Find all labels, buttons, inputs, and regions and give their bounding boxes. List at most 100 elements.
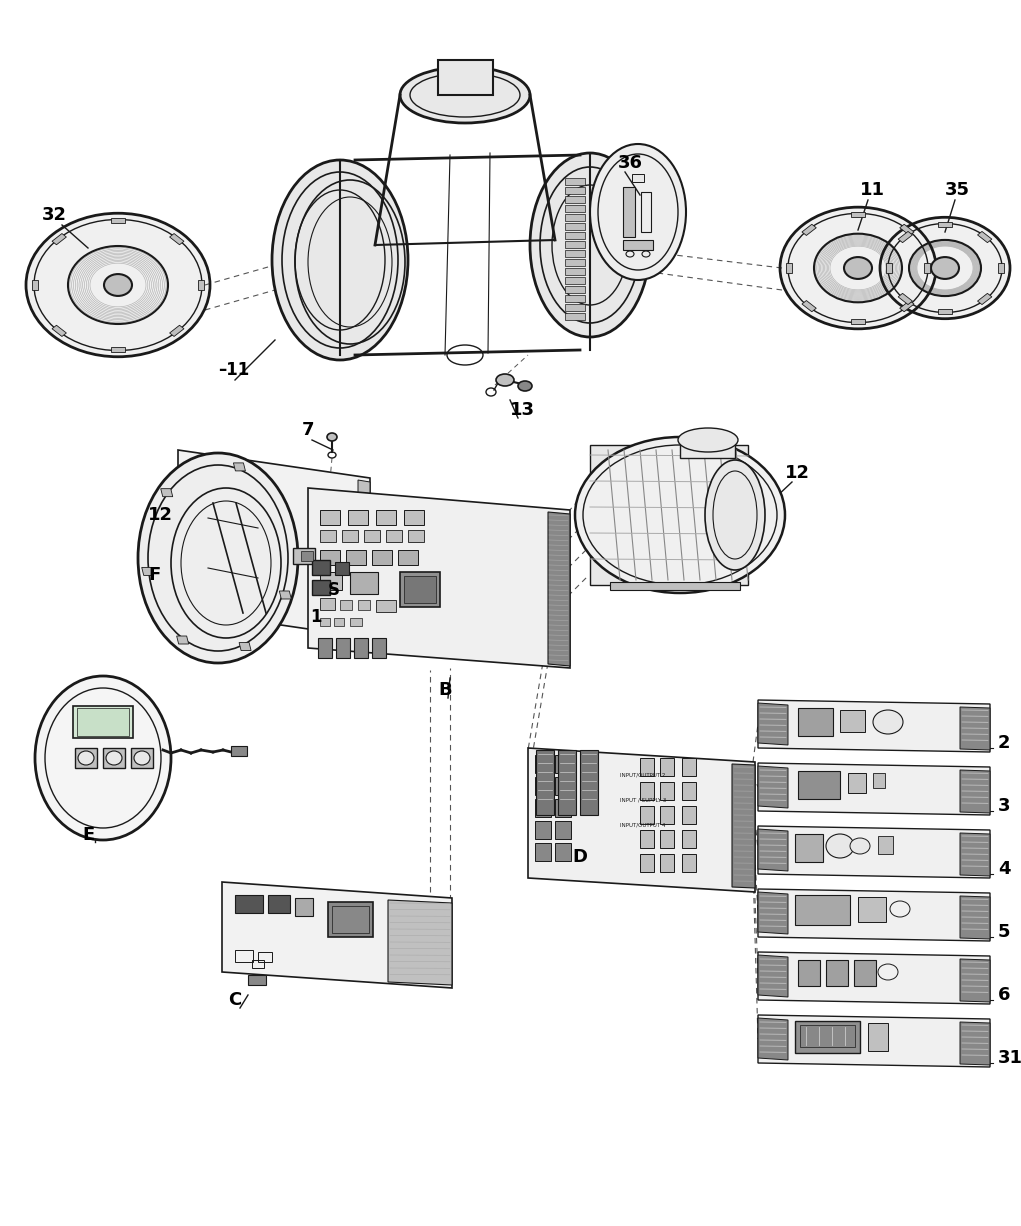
Bar [340, 600, 352, 611]
Bar [232, 500, 240, 508]
Polygon shape [222, 881, 452, 988]
Bar [565, 196, 585, 204]
Polygon shape [960, 770, 990, 813]
Polygon shape [924, 262, 930, 273]
Polygon shape [801, 224, 816, 235]
Bar [565, 259, 585, 266]
Polygon shape [850, 212, 865, 217]
Polygon shape [960, 959, 990, 1002]
Bar [354, 638, 368, 658]
Bar [210, 535, 218, 542]
Polygon shape [32, 280, 38, 291]
Bar [660, 758, 674, 776]
Text: S: S [328, 581, 340, 600]
Bar [798, 771, 840, 799]
Bar [555, 843, 571, 861]
Bar [320, 573, 342, 590]
Polygon shape [758, 893, 788, 934]
Bar [234, 570, 240, 575]
Bar [350, 618, 362, 626]
Text: 1: 1 [310, 608, 322, 626]
Bar [232, 555, 238, 560]
Text: 5: 5 [998, 923, 1011, 942]
Bar [210, 500, 218, 508]
Ellipse shape [931, 257, 959, 280]
Text: F: F [148, 566, 160, 584]
Bar [131, 748, 153, 767]
Polygon shape [528, 748, 755, 893]
Polygon shape [786, 262, 792, 273]
Polygon shape [898, 293, 913, 304]
Bar [295, 897, 313, 916]
Bar [438, 60, 493, 94]
Polygon shape [52, 233, 66, 245]
Polygon shape [178, 450, 370, 638]
Polygon shape [998, 262, 1005, 273]
Bar [400, 573, 440, 607]
Bar [224, 587, 232, 595]
Text: 13: 13 [510, 401, 535, 419]
Bar [210, 604, 216, 609]
Bar [320, 530, 336, 542]
Bar [682, 758, 696, 776]
Bar [252, 960, 264, 969]
Bar [376, 510, 396, 525]
Bar [795, 1021, 860, 1053]
Bar [372, 550, 392, 565]
Bar [222, 604, 228, 609]
Polygon shape [758, 1018, 788, 1060]
Ellipse shape [826, 834, 854, 858]
Polygon shape [758, 955, 788, 997]
Bar [248, 481, 256, 488]
Polygon shape [758, 829, 788, 870]
Polygon shape [898, 232, 913, 243]
Bar [350, 573, 378, 595]
Polygon shape [239, 642, 251, 651]
Bar [640, 805, 654, 824]
Text: D: D [572, 848, 587, 866]
Bar [372, 638, 386, 658]
Bar [555, 755, 571, 774]
Bar [800, 1025, 855, 1047]
Bar [235, 950, 253, 962]
Ellipse shape [134, 752, 150, 765]
Bar [848, 774, 866, 793]
Text: 11: 11 [860, 181, 885, 199]
Bar [623, 240, 653, 250]
Ellipse shape [780, 207, 936, 329]
Text: 4: 4 [998, 859, 1011, 878]
Bar [610, 582, 740, 590]
Bar [398, 550, 418, 565]
Text: INPUT/OUTPUT 2: INPUT/OUTPUT 2 [620, 772, 666, 777]
Bar [565, 295, 585, 302]
Polygon shape [758, 702, 788, 745]
Bar [535, 843, 551, 861]
Polygon shape [758, 1015, 990, 1067]
Bar [858, 897, 886, 922]
Bar [555, 821, 571, 839]
Text: 12: 12 [785, 463, 810, 482]
Bar [335, 562, 349, 575]
Polygon shape [758, 763, 990, 815]
Bar [868, 1022, 888, 1051]
Bar [293, 548, 315, 564]
Polygon shape [308, 488, 570, 668]
Text: 31: 31 [998, 1049, 1021, 1067]
Polygon shape [758, 700, 990, 752]
Bar [318, 638, 332, 658]
Bar [795, 834, 823, 862]
Bar [565, 178, 585, 185]
Polygon shape [234, 463, 245, 471]
Text: 7: 7 [302, 421, 314, 439]
Ellipse shape [850, 839, 870, 855]
Polygon shape [590, 445, 748, 585]
Bar [798, 707, 833, 736]
Text: INPUT / SUPPLY 3: INPUT / SUPPLY 3 [620, 797, 667, 803]
Bar [210, 555, 216, 560]
Bar [565, 232, 585, 239]
Bar [210, 519, 216, 524]
Bar [682, 855, 696, 872]
Polygon shape [169, 233, 184, 245]
Polygon shape [388, 900, 452, 984]
Ellipse shape [106, 752, 121, 765]
